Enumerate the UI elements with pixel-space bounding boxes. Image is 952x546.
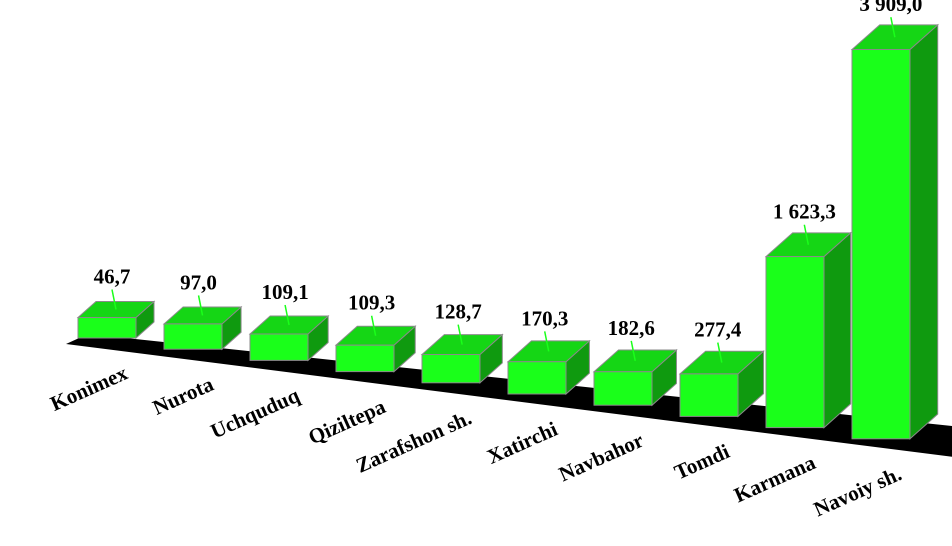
category-label: Karmana	[730, 450, 819, 507]
category-label: Nurota	[149, 372, 217, 420]
value-label: 1 623,3	[773, 200, 836, 224]
value-label: 46,7	[94, 265, 131, 289]
bar-front	[593, 371, 653, 406]
leader-line	[111, 289, 117, 310]
leader-line	[630, 340, 636, 362]
leader-line	[717, 342, 723, 363]
bar-9	[850, 23, 940, 440]
bar-6	[592, 348, 678, 407]
bar-side	[909, 23, 939, 440]
bar-front	[507, 361, 567, 395]
value-label: 109,1	[261, 280, 308, 304]
category-label: Navbahor	[555, 428, 647, 486]
bar-front	[851, 48, 911, 440]
value-label: 3 909,0	[859, 0, 922, 16]
value-label: 277,4	[694, 318, 742, 342]
leader-line	[890, 17, 896, 38]
bar-front	[335, 344, 395, 373]
leader-line	[803, 224, 810, 245]
bar-8	[764, 231, 852, 429]
value-label: 170,3	[521, 306, 568, 330]
category-label: Uchquduq	[207, 383, 303, 444]
leader-line	[543, 331, 550, 352]
leader-line	[457, 324, 463, 345]
category-label: Xatirchi	[483, 417, 561, 469]
chart-floor	[66, 334, 952, 457]
leader-line	[370, 315, 377, 336]
leader-line	[197, 295, 204, 316]
bar-front	[421, 354, 481, 384]
bar-1	[162, 305, 243, 351]
category-label: Tomdi	[671, 439, 734, 484]
bar-4	[420, 333, 504, 384]
value-label: 109,3	[348, 291, 395, 315]
bar-2	[248, 314, 330, 362]
value-label: 128,7	[435, 300, 482, 324]
leader-line	[284, 304, 290, 326]
bar-front	[679, 373, 739, 417]
bar-front	[249, 333, 309, 361]
bar-front	[765, 256, 825, 429]
value-label: 97,0	[180, 270, 217, 294]
value-label: 182,6	[608, 316, 655, 340]
bar-side	[823, 231, 852, 429]
bar-front	[163, 323, 223, 350]
bar-front	[77, 317, 137, 339]
category-label: Navoiy sh.	[810, 461, 905, 521]
category-label: Konimex	[47, 360, 132, 415]
category-label: Qiziltepa	[305, 394, 390, 449]
